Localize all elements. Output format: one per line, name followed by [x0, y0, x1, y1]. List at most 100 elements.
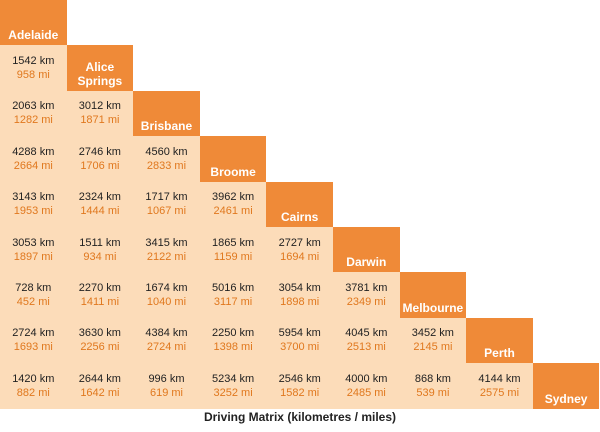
distance-mi: 934 mi: [83, 250, 117, 263]
distance-mi: 2724 mi: [146, 341, 187, 354]
distance-cell: 3452 km 2145 mi: [399, 317, 467, 364]
distance-mi: 2833 mi: [146, 159, 187, 172]
distance-cell: 3415 km 2122 mi: [133, 227, 200, 273]
distance-mi: 1953 mi: [13, 205, 53, 218]
distance-km: 2724 km: [12, 327, 55, 340]
distance-km: 2644 km: [78, 372, 121, 385]
city-header-darwin: Darwin: [333, 227, 400, 273]
city-header-alice-springs: Alice Springs: [66, 45, 134, 91]
distance-mi: 1642 mi: [80, 386, 120, 399]
driving-matrix: Adelaide Alice Springs 1542 km 958 mi Brisba…: [0, 0, 600, 409]
distance-km: 3143 km: [12, 191, 55, 204]
distance-km: 4000 km: [345, 372, 388, 385]
distance-mi: 1694 mi: [280, 250, 320, 263]
distance-km: 728 km: [15, 282, 52, 295]
distance-mi: 958 mi: [16, 69, 50, 82]
distance-mi: 1444 mi: [80, 205, 120, 218]
distance-cell: 5016 km 3117 mi: [199, 272, 267, 318]
distance-km: 2727 km: [278, 236, 321, 249]
distance-km: 996 km: [148, 372, 185, 385]
distance-mi: 1398 mi: [213, 341, 253, 354]
distance-cell: 2546 km 1582 mi: [266, 363, 333, 409]
distance-km: 4384 km: [145, 327, 188, 340]
city-header-melbourne: Melbourne: [399, 272, 467, 318]
distance-km: 868 km: [414, 372, 451, 385]
distance-km: 2546 km: [278, 372, 321, 385]
distance-cell: 1865 km 1159 mi: [199, 227, 267, 273]
distance-mi: 2122 mi: [146, 250, 187, 263]
distance-km: 4045 km: [345, 327, 388, 340]
distance-km: 4144 km: [478, 372, 521, 385]
distance-km: 2063 km: [12, 100, 55, 113]
distance-km: 5954 km: [278, 327, 321, 340]
distance-mi: 1898 mi: [280, 296, 320, 309]
distance-cell: 5954 km 3700 mi: [266, 317, 333, 364]
distance-km: 3781 km: [345, 282, 388, 295]
distance-km: 1674 km: [145, 282, 188, 295]
distance-cell: 2324 km 1444 mi: [66, 181, 134, 227]
distance-cell: 2724 km 1693 mi: [0, 317, 67, 364]
distance-mi: 882 mi: [16, 386, 50, 399]
distance-cell: 1511 km 934 mi: [66, 227, 134, 273]
distance-cell: 3781 km 2349 mi: [333, 272, 400, 318]
city-header-perth: Perth: [466, 317, 533, 364]
distance-cell: 3012 km 1871 mi: [66, 90, 134, 137]
distance-cell: 2644 km 1642 mi: [66, 363, 134, 409]
distance-mi: 1040 mi: [146, 296, 187, 309]
distance-mi: 1897 mi: [13, 250, 53, 263]
distance-km: 2324 km: [78, 191, 121, 204]
distance-mi: 1067 mi: [146, 205, 187, 218]
city-header-broome: Broome: [199, 136, 267, 182]
distance-km: 5234 km: [211, 372, 255, 385]
distance-cell: 2270 km 1411 mi: [66, 272, 134, 318]
distance-mi: 1411 mi: [80, 296, 120, 309]
city-header-cairns: Cairns: [266, 181, 333, 227]
distance-km: 2250 km: [211, 327, 255, 340]
distance-cell: 4560 km 2833 mi: [133, 136, 200, 182]
distance-cell: 4000 km 2485 mi: [333, 363, 400, 409]
distance-cell: 728 km 452 mi: [0, 272, 67, 318]
distance-cell: 2063 km 1282 mi: [0, 90, 67, 137]
distance-cell: 2746 km 1706 mi: [66, 136, 134, 182]
distance-mi: 1582 mi: [280, 386, 320, 399]
city-label: Perth: [484, 346, 515, 361]
distance-cell: 4144 km 2575 mi: [466, 363, 533, 409]
distance-km: 2746 km: [78, 145, 121, 158]
distance-cell: 3053 km 1897 mi: [0, 227, 67, 273]
distance-cell: 4045 km 2513 mi: [333, 317, 400, 364]
distance-mi: 539 mi: [416, 386, 450, 399]
distance-mi: 619 mi: [149, 386, 183, 399]
distance-km: 5016 km: [211, 282, 255, 295]
distance-km: 3452 km: [411, 327, 454, 340]
distance-km: 1420 km: [12, 372, 55, 385]
distance-mi: 2349 mi: [346, 296, 386, 309]
distance-km: 1542 km: [12, 55, 55, 68]
distance-mi: 3117 mi: [213, 296, 253, 309]
distance-km: 2270 km: [78, 282, 121, 295]
distance-cell: 1674 km 1040 mi: [133, 272, 200, 318]
city-label: Alice Springs: [77, 59, 123, 88]
distance-km: 4288 km: [12, 145, 55, 158]
distance-mi: 2485 mi: [346, 386, 386, 399]
distance-mi: 2664 mi: [13, 159, 53, 172]
distance-cell: 3962 km 2461 mi: [199, 181, 267, 227]
distance-mi: 1871 mi: [80, 114, 120, 127]
city-label: Adelaide: [8, 28, 59, 43]
city-header-adelaide: Adelaide: [0, 0, 67, 46]
city-label: Melbourne: [402, 300, 464, 315]
distance-cell: 4384 km 2724 mi: [133, 317, 200, 364]
distance-mi: 3700 mi: [280, 341, 320, 354]
distance-km: 3053 km: [12, 236, 55, 249]
city-label: Brisbane: [140, 119, 193, 134]
distance-mi: 2513 mi: [346, 341, 386, 354]
city-header-sydney: Sydney: [532, 363, 600, 409]
city-label: Darwin: [346, 255, 387, 270]
distance-km: 3012 km: [78, 100, 121, 113]
distance-km: 4560 km: [145, 145, 188, 158]
distance-cell: 3054 km 1898 mi: [266, 272, 333, 318]
distance-cell: 2250 km 1398 mi: [199, 317, 267, 364]
distance-cell: 3143 km 1953 mi: [0, 181, 67, 227]
distance-km: 3054 km: [278, 282, 321, 295]
distance-mi: 1282 mi: [13, 114, 53, 127]
city-label: Broome: [210, 164, 256, 179]
